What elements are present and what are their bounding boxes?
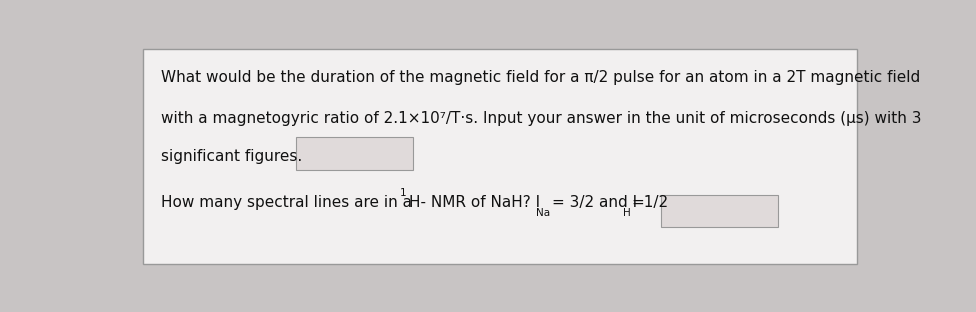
Text: = 3/2 and I: = 3/2 and I [552, 195, 637, 210]
Text: with a magnetogyric ratio of 2.1×10⁷/T·s. Input your answer in the unit of micro: with a magnetogyric ratio of 2.1×10⁷/T·s… [161, 111, 922, 126]
Text: 1: 1 [399, 188, 406, 198]
FancyBboxPatch shape [661, 195, 778, 227]
Text: H: H [623, 208, 630, 218]
FancyBboxPatch shape [296, 137, 413, 170]
Text: H- NMR of NaH? I: H- NMR of NaH? I [409, 195, 540, 210]
FancyBboxPatch shape [143, 49, 857, 265]
Text: significant figures.: significant figures. [161, 149, 303, 164]
Text: How many spectral lines are in a: How many spectral lines are in a [161, 195, 417, 210]
Text: =1/2: =1/2 [631, 195, 669, 210]
Text: Na: Na [536, 208, 549, 218]
Text: What would be the duration of the magnetic field for a π/2 pulse for an atom in : What would be the duration of the magnet… [161, 70, 920, 85]
